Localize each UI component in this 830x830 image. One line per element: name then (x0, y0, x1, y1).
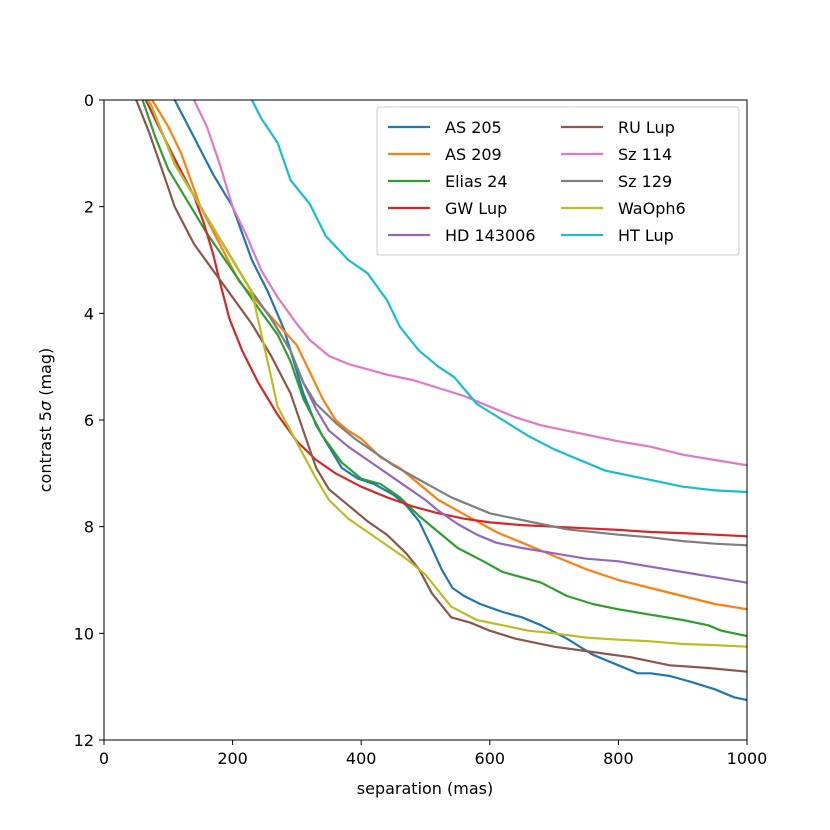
y-tick-label: 4 (84, 304, 94, 323)
series-line-elias-24 (141, 100, 747, 638)
legend-label-hd-143006: HD 143006 (445, 226, 536, 245)
x-tick-label: 600 (475, 749, 506, 768)
x-tick-label: 0 (99, 749, 109, 768)
y-axis-label-sigma: σ (36, 400, 55, 411)
legend-label-gw-lup: GW Lup (445, 199, 507, 218)
series-line-gw-lup (144, 100, 747, 538)
legend-label-ru-lup: RU Lup (618, 118, 675, 137)
series-line-ht-lup (250, 100, 747, 494)
y-tick-label: 2 (84, 198, 94, 217)
x-tick-label: 200 (217, 749, 248, 768)
x-tick-label: 400 (346, 749, 377, 768)
y-axis-ticks: 0 2 4 6 8 10 12 (74, 91, 104, 750)
y-tick-label: 10 (74, 624, 94, 643)
y-tick-label: 12 (74, 731, 94, 750)
y-tick-label: 6 (84, 411, 94, 430)
legend: AS 205 AS 209 Elias 24 GW Lup HD 143006 RU Lu… (376, 106, 740, 256)
series-line-ru-lup (135, 100, 747, 673)
y-axis-label: contrast 5σ (mag) (36, 348, 55, 493)
x-axis-label: separation (mas) (357, 779, 493, 798)
series-layer (135, 100, 747, 702)
series-line-sz-114 (193, 100, 747, 467)
legend-label-waoph6: WaOph6 (618, 199, 686, 218)
y-tick-label: 0 (84, 91, 94, 110)
legend-label-elias-24: Elias 24 (445, 172, 508, 191)
y-tick-label: 8 (84, 518, 94, 537)
series-line-waoph6 (147, 100, 747, 648)
legend-label-ht-lup: HT Lup (618, 226, 674, 245)
y-axis-label-prefix: contrast 5 (36, 411, 55, 492)
series-line-as-205 (173, 100, 747, 702)
legend-label-as-205: AS 205 (445, 118, 502, 137)
legend-box (376, 106, 740, 256)
x-tick-label: 800 (603, 749, 634, 768)
legend-label-sz-129: Sz 129 (618, 172, 672, 191)
legend-label-as-209: AS 209 (445, 145, 502, 164)
x-axis-ticks: 0 200 400 600 800 1000 (99, 740, 767, 768)
x-tick-label: 1000 (727, 749, 768, 768)
y-axis-label-suffix: (mag) (36, 348, 55, 401)
legend-label-sz-114: Sz 114 (618, 145, 672, 164)
